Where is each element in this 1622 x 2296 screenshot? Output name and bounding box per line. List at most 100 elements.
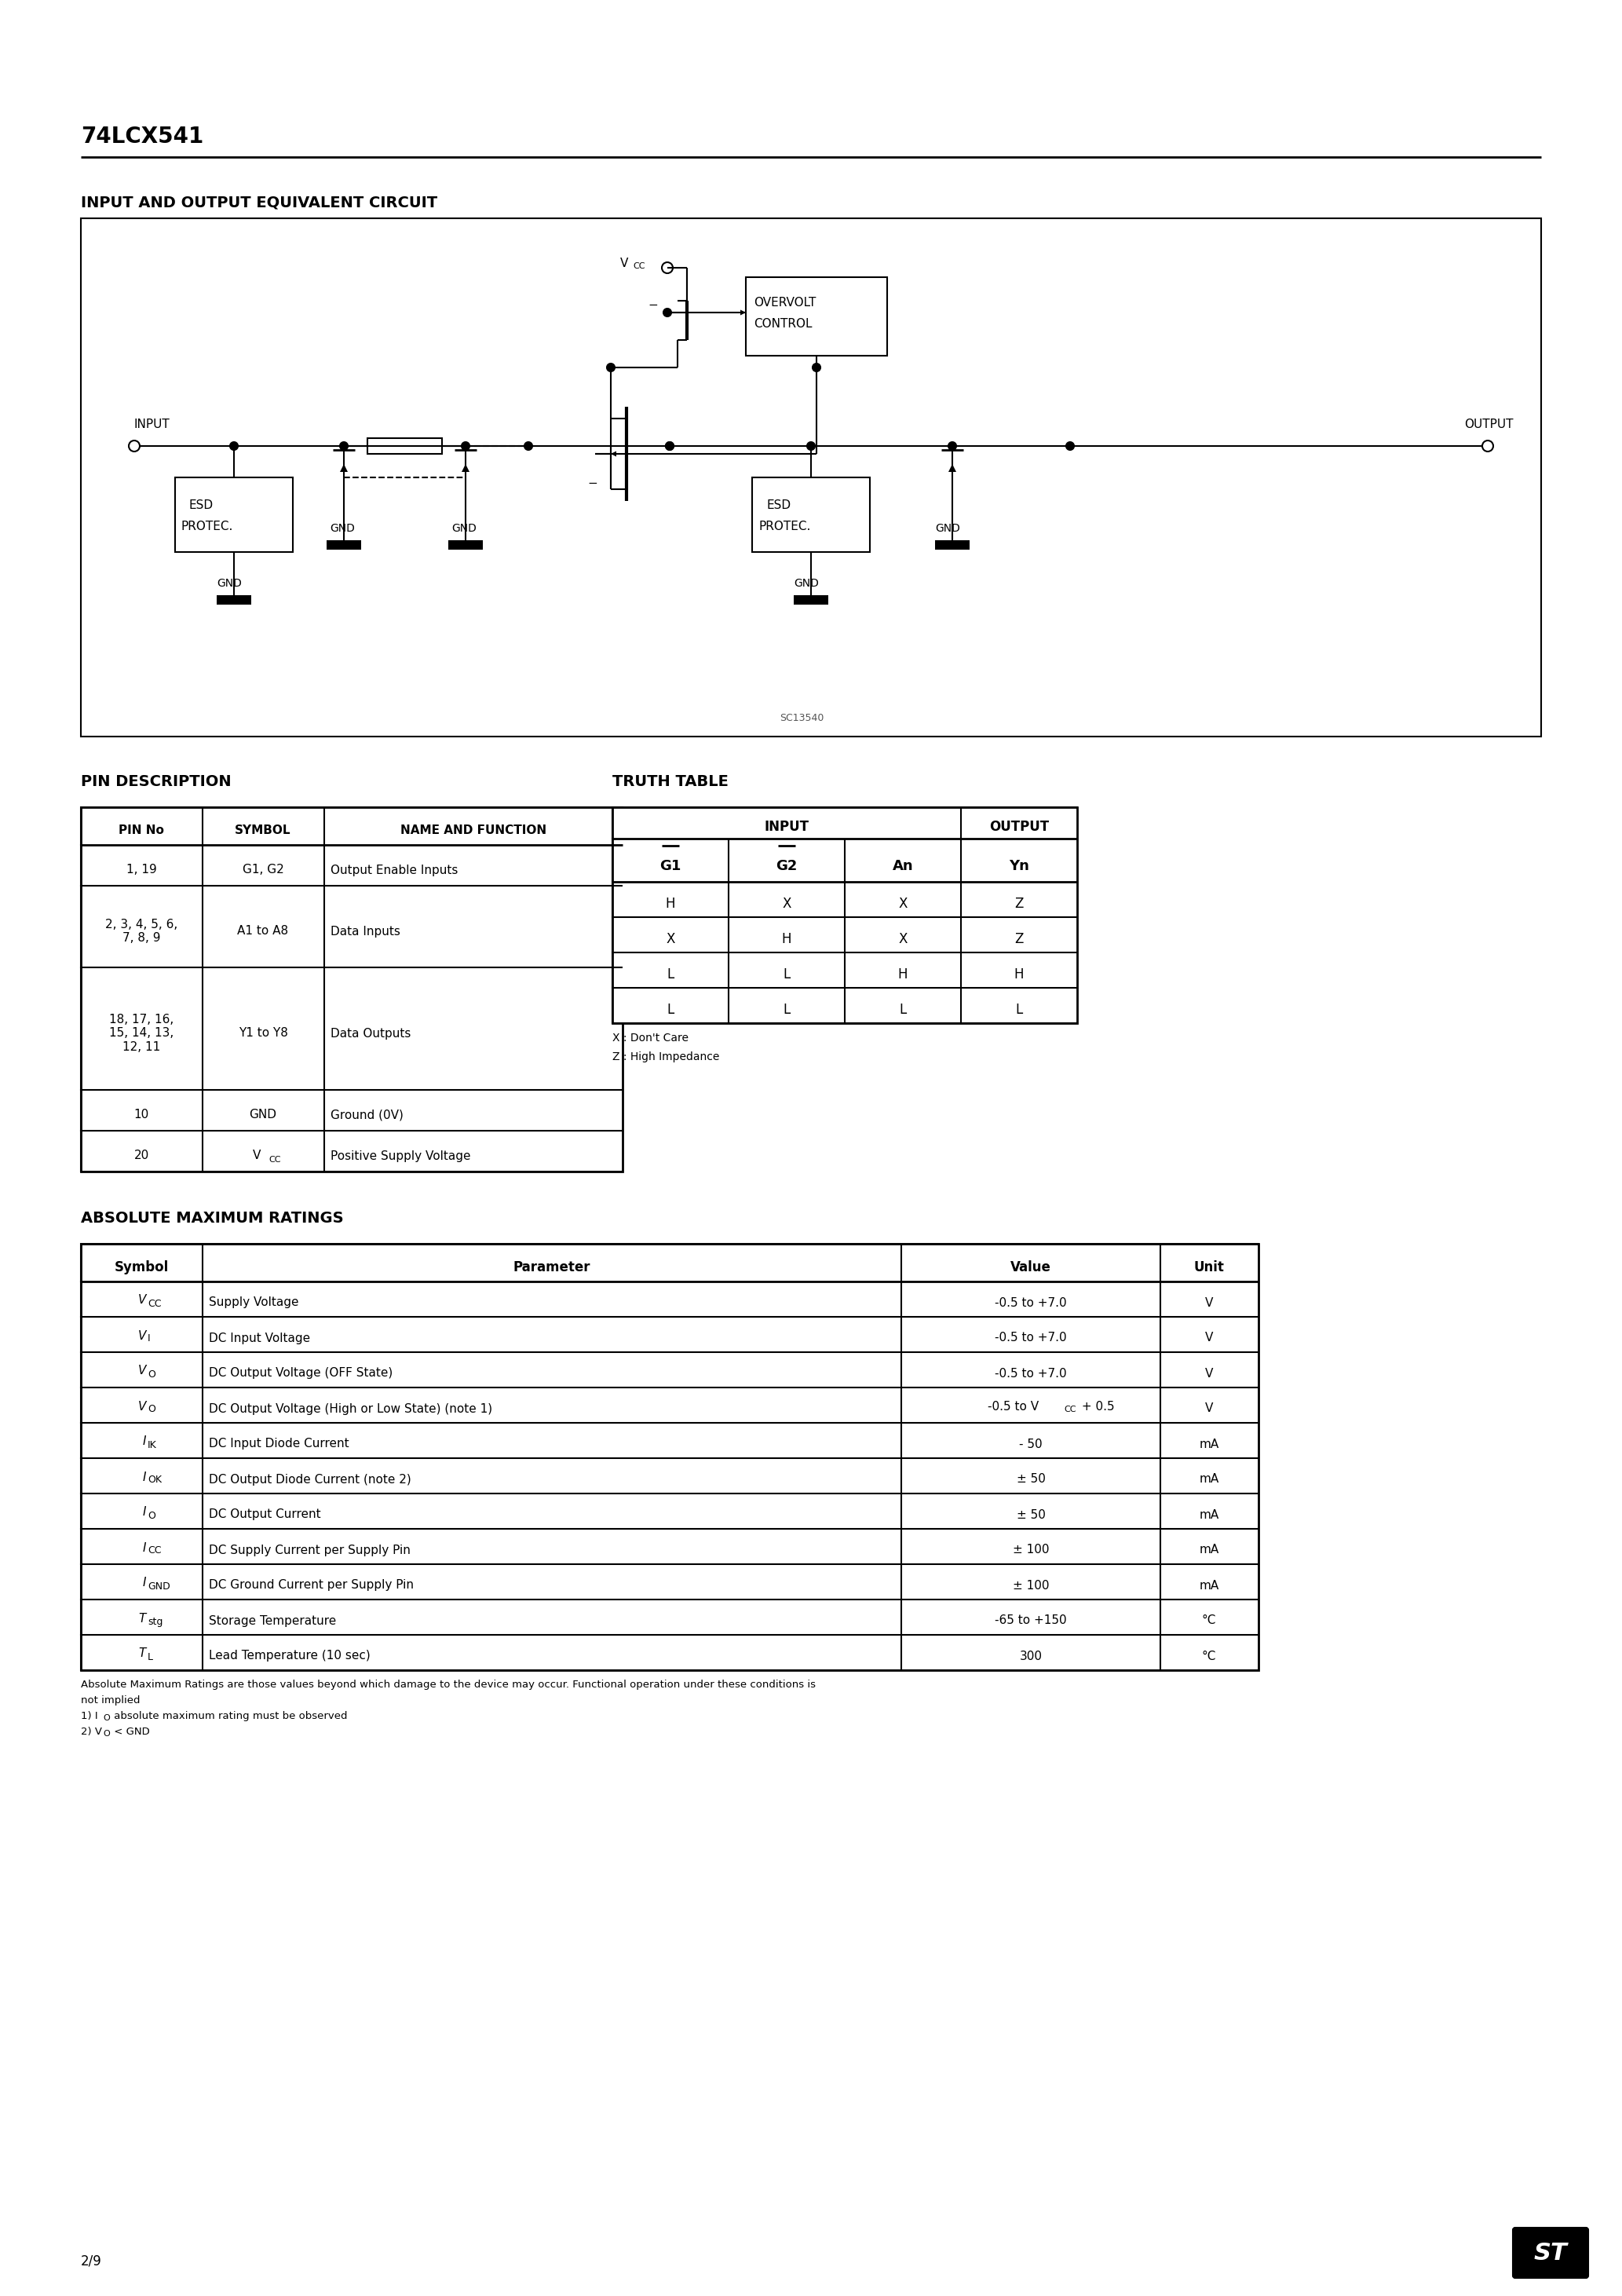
- Bar: [81, 808, 623, 1171]
- Text: H: H: [1014, 967, 1023, 980]
- Text: X: X: [782, 898, 792, 912]
- Text: 300: 300: [1020, 1651, 1043, 1662]
- Text: SYMBOL: SYMBOL: [235, 824, 290, 836]
- Text: NAME AND FUNCTION: NAME AND FUNCTION: [401, 824, 547, 836]
- Polygon shape: [611, 450, 616, 457]
- Text: H: H: [665, 898, 675, 912]
- Text: -0.5 to +7.0: -0.5 to +7.0: [994, 1368, 1067, 1380]
- Text: Ground (0V): Ground (0V): [331, 1109, 404, 1120]
- Text: L: L: [783, 1003, 790, 1017]
- Text: G1: G1: [660, 859, 681, 872]
- Circle shape: [665, 443, 673, 450]
- Text: DC Input Voltage: DC Input Voltage: [209, 1332, 310, 1343]
- Bar: [746, 278, 887, 356]
- Circle shape: [1066, 443, 1074, 450]
- Text: DC Output Current: DC Output Current: [209, 1508, 321, 1520]
- Bar: [81, 1130, 623, 1171]
- Text: INPUT: INPUT: [764, 820, 809, 833]
- Text: Z: Z: [1015, 898, 1023, 912]
- Text: -0.5 to V: -0.5 to V: [988, 1401, 1038, 1412]
- Text: 2) V: 2) V: [81, 1727, 102, 1736]
- Text: DC Ground Current per Supply Pin: DC Ground Current per Supply Pin: [209, 1580, 414, 1591]
- Bar: [326, 540, 362, 549]
- Text: O: O: [102, 1715, 110, 1722]
- Text: GND: GND: [148, 1582, 170, 1591]
- Bar: [81, 1352, 1259, 1387]
- Circle shape: [663, 308, 672, 317]
- Bar: [81, 1387, 1259, 1424]
- Text: mA: mA: [1199, 1508, 1220, 1520]
- Text: mA: mA: [1199, 1580, 1220, 1591]
- Text: SC13540: SC13540: [780, 714, 824, 723]
- Text: -65 to +150: -65 to +150: [994, 1614, 1067, 1626]
- Text: L: L: [1015, 1003, 1023, 1017]
- Bar: [613, 838, 1077, 882]
- Text: V: V: [253, 1150, 261, 1162]
- Bar: [81, 1091, 623, 1130]
- Text: not implied: not implied: [81, 1694, 139, 1706]
- Text: OUTPUT: OUTPUT: [989, 820, 1049, 833]
- Circle shape: [524, 443, 532, 450]
- Bar: [81, 218, 1541, 737]
- Text: CC: CC: [269, 1155, 281, 1164]
- Text: ABSOLUTE MAXIMUM RATINGS: ABSOLUTE MAXIMUM RATINGS: [81, 1210, 344, 1226]
- Text: I: I: [148, 1334, 151, 1343]
- Text: + 0.5: + 0.5: [1079, 1401, 1114, 1412]
- Text: CC: CC: [148, 1297, 161, 1309]
- Text: mA: mA: [1199, 1545, 1220, 1557]
- Text: absolute maximum rating must be observed: absolute maximum rating must be observed: [110, 1711, 347, 1722]
- Text: GND: GND: [329, 523, 355, 535]
- Bar: [613, 808, 1077, 838]
- Text: mA: mA: [1199, 1437, 1220, 1449]
- Text: GND: GND: [250, 1109, 277, 1120]
- Text: −: −: [587, 478, 597, 489]
- Text: OK: OK: [148, 1474, 162, 1486]
- Bar: [81, 1458, 1259, 1492]
- Text: Storage Temperature: Storage Temperature: [209, 1614, 336, 1626]
- Text: L: L: [148, 1651, 152, 1662]
- Text: X: X: [899, 932, 907, 946]
- Text: CONTROL: CONTROL: [754, 319, 813, 331]
- Text: V: V: [138, 1401, 146, 1412]
- Text: DC Input Diode Current: DC Input Diode Current: [209, 1437, 349, 1449]
- Bar: [81, 808, 623, 845]
- Text: °C: °C: [1202, 1614, 1216, 1626]
- Bar: [81, 1281, 1259, 1318]
- Text: L: L: [667, 967, 675, 980]
- Text: TRUTH TABLE: TRUTH TABLE: [613, 774, 728, 790]
- Text: V: V: [138, 1366, 146, 1378]
- Text: T: T: [138, 1649, 146, 1660]
- Text: DC Output Voltage (High or Low State) (note 1): DC Output Voltage (High or Low State) (n…: [209, 1403, 493, 1414]
- Text: Value: Value: [1011, 1261, 1051, 1274]
- Bar: [613, 808, 1077, 1024]
- Text: G1, G2: G1, G2: [242, 863, 284, 875]
- Text: INPUT: INPUT: [135, 418, 170, 429]
- Text: 2/9: 2/9: [81, 2255, 102, 2268]
- Bar: [81, 886, 623, 967]
- Bar: [81, 1492, 1259, 1529]
- Text: PIN DESCRIPTION: PIN DESCRIPTION: [81, 774, 232, 790]
- Text: V: V: [1205, 1368, 1213, 1380]
- Text: ST: ST: [1534, 2241, 1567, 2264]
- Bar: [81, 1424, 1259, 1458]
- Text: ESD: ESD: [766, 501, 790, 512]
- Text: An: An: [892, 859, 913, 872]
- Text: GND: GND: [451, 523, 477, 535]
- Text: A1 to A8: A1 to A8: [237, 925, 289, 937]
- Text: I: I: [143, 1472, 146, 1483]
- Text: ± 50: ± 50: [1017, 1474, 1045, 1486]
- Text: I: I: [143, 1435, 146, 1446]
- Bar: [448, 540, 483, 549]
- Text: CC: CC: [1064, 1405, 1075, 1414]
- Circle shape: [341, 443, 347, 450]
- Bar: [217, 595, 251, 604]
- Text: O: O: [148, 1511, 156, 1520]
- Text: DC Output Diode Current (note 2): DC Output Diode Current (note 2): [209, 1474, 412, 1486]
- Text: L: L: [667, 1003, 675, 1017]
- Text: Positive Supply Voltage: Positive Supply Voltage: [331, 1150, 470, 1162]
- Text: mA: mA: [1199, 1474, 1220, 1486]
- Text: < GND: < GND: [110, 1727, 149, 1736]
- Text: T: T: [138, 1612, 146, 1623]
- Text: Symbol: Symbol: [114, 1261, 169, 1274]
- FancyBboxPatch shape: [1513, 2227, 1588, 2278]
